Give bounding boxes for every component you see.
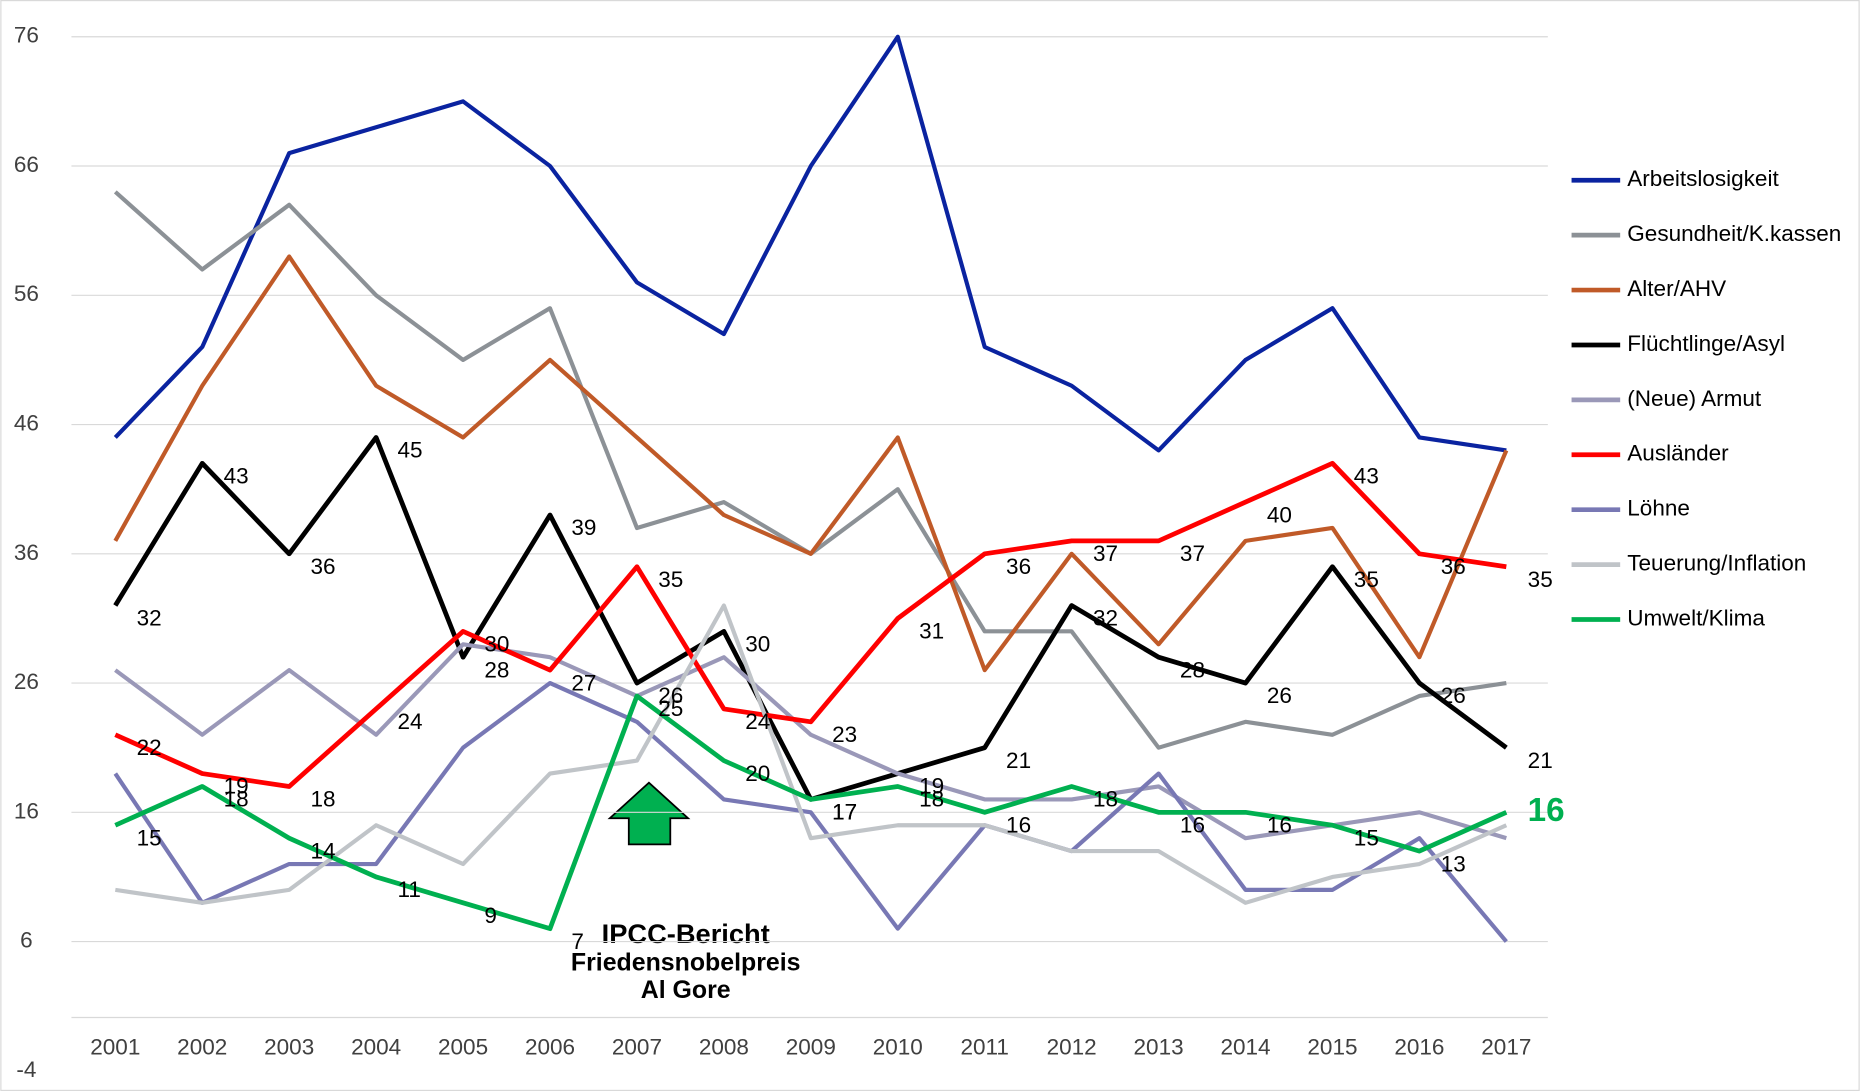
legend-label: (Neue) Armut [1627, 386, 1762, 411]
y-tick-label: -4 [16, 1057, 36, 1082]
annotation-arrow [607, 781, 691, 846]
data-label: 20 [745, 761, 770, 786]
y-tick-label: 56 [14, 281, 39, 306]
x-tick-label: 2012 [1047, 1034, 1097, 1059]
data-label: 13 [1441, 851, 1466, 876]
data-label: 17 [832, 800, 857, 825]
x-tick-label: 2015 [1307, 1034, 1357, 1059]
annotation: Al Gore [641, 976, 731, 1004]
data-label: 39 [571, 515, 596, 540]
y-tick-label: 76 [14, 23, 39, 48]
x-tick-label: 2008 [699, 1034, 749, 1059]
data-label: 9 [484, 903, 497, 928]
data-label: 43 [1354, 464, 1379, 489]
data-label: 23 [832, 722, 857, 747]
data-label: 37 [1180, 541, 1205, 566]
data-label: 35 [1528, 567, 1553, 592]
data-label: 24 [745, 709, 770, 734]
data-label: 26 [1441, 683, 1466, 708]
data-label: 28 [1180, 657, 1205, 682]
data-label: 15 [1354, 825, 1379, 850]
data-label: 35 [1354, 567, 1379, 592]
legend-label: Gesundheit/K.kassen [1627, 221, 1841, 246]
x-tick-label: 2011 [960, 1034, 1008, 1059]
series-line [113, 34, 1507, 453]
data-label: 22 [137, 735, 162, 760]
x-tick-label: 2009 [786, 1034, 836, 1059]
data-label: 36 [311, 554, 336, 579]
y-tick-label: 46 [14, 410, 39, 435]
x-tick-label: 2010 [873, 1034, 923, 1059]
legend-label: Alter/AHV [1627, 276, 1726, 301]
data-label: 19 [919, 774, 944, 799]
annotation: Friedensnobelpreis [571, 949, 801, 977]
data-label: 27 [571, 670, 596, 695]
data-label: 25 [658, 696, 683, 721]
data-label: 30 [745, 632, 770, 657]
data-label: 18 [311, 787, 336, 812]
data-label: 37 [1093, 541, 1118, 566]
data-label: 43 [224, 464, 249, 489]
y-tick-label: 26 [14, 669, 39, 694]
series-line [114, 693, 1508, 932]
data-label: 31 [919, 619, 944, 644]
series-line [114, 460, 1507, 789]
data-label: 28 [484, 657, 509, 682]
x-tick-label: 2001 [90, 1034, 140, 1059]
data-label: 32 [137, 606, 162, 631]
y-tick-label: 66 [14, 152, 39, 177]
series-line [115, 603, 1508, 905]
data-label: 14 [311, 838, 336, 863]
data-label: 36 [1006, 554, 1031, 579]
data-label: 40 [1267, 502, 1292, 527]
data-label: 36 [1441, 554, 1466, 579]
data-label: 26 [658, 683, 683, 708]
x-tick-label: 2014 [1220, 1034, 1270, 1059]
data-label: 19 [224, 774, 249, 799]
data-label: 45 [397, 438, 422, 463]
x-tick-label: 2005 [438, 1034, 488, 1059]
data-label: 7 [571, 929, 584, 954]
x-tick-label: 2002 [177, 1034, 227, 1059]
legend-label: Löhne [1627, 496, 1690, 521]
data-label: 18 [224, 787, 249, 812]
data-label: 26 [1267, 683, 1292, 708]
data-label: 16 [1180, 813, 1205, 838]
data-label: 21 [1006, 748, 1031, 773]
x-tick-label: 2004 [351, 1034, 401, 1059]
annotation: IPCC-Bericht [602, 918, 770, 949]
legend-label: Arbeitslosigkeit [1627, 166, 1779, 191]
data-label: 30 [484, 632, 509, 657]
y-tick-label: 36 [14, 540, 39, 565]
data-label: 16 [1267, 813, 1292, 838]
x-tick-label: 2003 [264, 1034, 314, 1059]
data-label: 11 [397, 877, 420, 902]
legend-label: Flüchtlinge/Asyl [1627, 331, 1785, 356]
data-label: 32 [1093, 606, 1118, 631]
x-tick-label: 2013 [1134, 1034, 1184, 1059]
legend-label: Ausländer [1627, 441, 1729, 466]
data-label: 17 [832, 800, 857, 825]
data-label: 24 [397, 709, 422, 734]
x-tick-label: 2016 [1394, 1034, 1444, 1059]
data-label: 16 [1528, 792, 1565, 829]
x-tick-label: 2017 [1481, 1034, 1531, 1059]
x-tick-label: 2007 [612, 1034, 662, 1059]
data-label: 15 [137, 825, 162, 850]
data-label: 18 [1093, 787, 1118, 812]
series-line [113, 254, 1509, 673]
y-tick-label: 16 [14, 798, 39, 823]
data-label: 21 [1528, 748, 1553, 773]
data-label: 18 [919, 787, 944, 812]
x-tick-label: 2006 [525, 1034, 575, 1059]
y-tick-label: 6 [20, 928, 33, 953]
data-label: 35 [658, 567, 683, 592]
legend-label: Teuerung/Inflation [1627, 551, 1806, 576]
series-line [114, 642, 1507, 841]
data-label: 16 [1006, 813, 1031, 838]
legend-label: Umwelt/Klima [1627, 605, 1765, 630]
